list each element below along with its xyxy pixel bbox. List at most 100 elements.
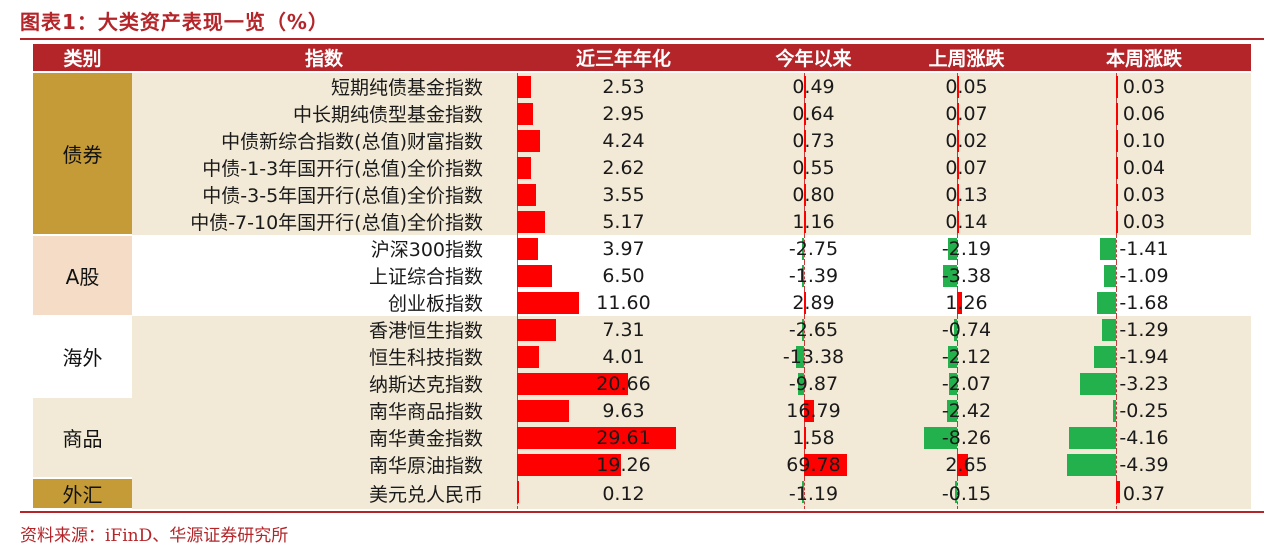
value-text: 0.80 (792, 183, 835, 206)
asset-performance-table: 类别 指数 近三年年化 今年以来 上周涨跌 本周涨跌 债券 短期纯债基金指数 2.5… (33, 44, 1251, 510)
value-text: -2.75 (788, 237, 839, 260)
value-text: 69.78 (786, 453, 841, 476)
negative-bar (1097, 292, 1116, 314)
index-name: 上证综合指数 (132, 262, 516, 289)
bar-baseline (1116, 235, 1117, 262)
table-row: 中债-7-10年国开行(总值)全价指数 5.17 1.16 0.14 0.03 (33, 208, 1251, 235)
value-text: 0.73 (792, 129, 835, 152)
negative-bar (796, 346, 804, 368)
value-cell: -1.19 (731, 478, 896, 509)
value-cell: -2.42 (896, 397, 1037, 424)
value-cell: 9.63 (516, 397, 731, 424)
index-name: 中债新综合指数(总值)财富指数 (132, 127, 516, 154)
value-text: -1.68 (1119, 291, 1169, 314)
value-cell: 0.80 (731, 181, 896, 208)
value-text: 2.53 (602, 75, 645, 98)
positive-bar (517, 454, 621, 476)
value-text: -4.39 (1119, 453, 1169, 476)
index-name: 短期纯债基金指数 (132, 72, 516, 100)
bar-baseline (957, 397, 958, 424)
negative-bar (1104, 265, 1116, 287)
header-this-week: 本周涨跌 (1037, 44, 1251, 73)
value-text: 11.60 (596, 291, 651, 314)
bar-baseline (1116, 262, 1117, 289)
value-cell: 0.37 (1037, 478, 1251, 509)
value-cell: -1.29 (1037, 316, 1251, 343)
value-cell: 0.07 (896, 100, 1037, 127)
index-name: 中债-3-5年国开行(总值)全价指数 (132, 181, 516, 208)
negative-bar (948, 346, 957, 368)
bar-baseline (957, 316, 958, 343)
bar-baseline (804, 316, 805, 343)
value-text: 4.01 (602, 345, 645, 368)
value-cell: -2.12 (896, 343, 1037, 370)
header-row: 类别 指数 近三年年化 今年以来 上周涨跌 本周涨跌 (33, 44, 1251, 73)
value-cell: 2.89 (731, 289, 896, 316)
table-row: 海外 香港恒生指数 7.31 -2.65 -0.74 -1.29 (33, 316, 1251, 398)
value-text: -1.19 (788, 482, 839, 505)
value-cell: -3.38 (896, 262, 1037, 289)
value-cell: 1.16 (731, 208, 896, 235)
positive-bar (517, 184, 536, 206)
value-text: 5.17 (602, 210, 645, 233)
positive-bar (517, 211, 545, 233)
value-text: -13.38 (782, 345, 845, 368)
value-cell: -2.75 (731, 235, 896, 262)
value-text: 7.31 (602, 318, 645, 341)
value-cell: 1.26 (896, 289, 1037, 316)
bar-baseline (957, 478, 958, 509)
positive-bar (804, 157, 806, 179)
bar-baseline (804, 262, 805, 289)
positive-bar (1116, 130, 1118, 152)
positive-bar (957, 211, 959, 233)
positive-bar (517, 481, 519, 503)
value-cell: 3.55 (516, 181, 731, 208)
value-text: -3.23 (1119, 372, 1169, 395)
value-text: 3.97 (602, 237, 645, 260)
negative-bar (802, 238, 804, 260)
value-text: 3.55 (602, 183, 645, 206)
table-row: 商品 南华商品指数 9.63 16.79 -2.42 -0.25 (33, 397, 1251, 479)
value-text: 0.10 (1122, 129, 1166, 152)
bar-baseline (1116, 424, 1117, 451)
value-text: 20.66 (596, 372, 651, 395)
value-cell: 0.03 (1037, 208, 1251, 235)
value-text: 6.50 (602, 264, 645, 287)
value-text: -2.65 (788, 318, 839, 341)
index-name: 创业板指数 (132, 289, 516, 316)
positive-bar (517, 265, 552, 287)
value-text: -9.87 (788, 372, 839, 395)
value-cell: -4.39 (1037, 451, 1251, 478)
table-row: 南华原油指数 19.26 69.78 2.65 -4.39 (33, 451, 1251, 478)
bar-baseline (957, 370, 958, 397)
value-cell: 0.55 (731, 154, 896, 181)
bar-baseline (804, 235, 805, 262)
value-text: 2.62 (602, 156, 645, 179)
value-text: 0.03 (1122, 183, 1166, 206)
value-cell: -4.16 (1037, 424, 1251, 451)
header-ytd: 今年以来 (731, 44, 896, 73)
table-row: 中债-1-3年国开行(总值)全价指数 2.62 0.55 0.07 0.04 (33, 154, 1251, 181)
table-row: A股 沪深300指数 3.97 -2.75 -2.19 -1.41 (33, 235, 1251, 317)
value-cell: 16.79 (731, 397, 896, 424)
positive-bar (517, 157, 531, 179)
positive-bar (804, 427, 806, 449)
bar-baseline (804, 478, 805, 509)
value-cell: 0.10 (1037, 127, 1251, 154)
positive-bar (804, 211, 806, 233)
value-text: 16.79 (786, 399, 841, 422)
value-cell: 3.97 (516, 235, 731, 262)
table-row: 债券 短期纯债基金指数 2.53 0.49 0.05 0.03 (33, 72, 1251, 236)
positive-bar (957, 130, 959, 152)
value-text: -2.42 (941, 399, 992, 422)
positive-bar (957, 292, 962, 314)
bar-baseline (957, 343, 958, 370)
positive-bar (804, 103, 806, 125)
positive-bar (1116, 157, 1118, 179)
index-name: 中长期纯债型基金指数 (132, 100, 516, 127)
negative-bar (954, 319, 957, 341)
value-cell: 2.95 (516, 100, 731, 127)
value-text: 1.26 (945, 291, 988, 314)
positive-bar (517, 373, 628, 395)
positive-bar (1116, 76, 1118, 98)
